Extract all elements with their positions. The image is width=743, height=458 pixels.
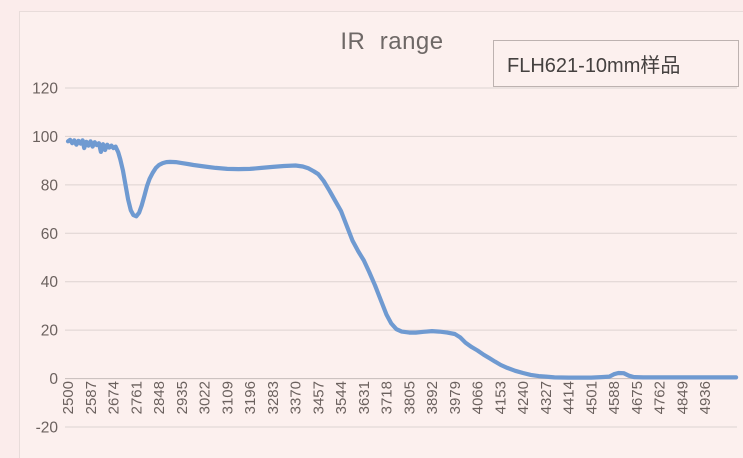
x-tick-label: 4588 xyxy=(606,381,623,414)
x-tick-label: 3979 xyxy=(447,381,464,414)
x-axis-labels: 2500 2587 2674 2761 2848 2935 3022 3109 3196 3283… xyxy=(60,381,714,414)
x-tick-label: 2674 xyxy=(106,381,123,414)
y-tick-label: 0 xyxy=(49,371,58,388)
x-tick-label: 3544 xyxy=(333,381,350,414)
legend-label: FLH621-10mm样品 xyxy=(507,55,681,77)
x-tick-label: 2935 xyxy=(174,381,191,414)
chart-title: IR range xyxy=(340,28,444,55)
y-axis-labels: 120 100 80 60 40 20 0 -20 xyxy=(32,81,58,437)
x-tick-label: 4849 xyxy=(674,381,691,414)
x-tick-label: 4153 xyxy=(492,381,509,414)
x-tick-label: 2587 xyxy=(83,381,100,414)
data-series-polyline xyxy=(65,137,739,380)
x-tick-label: 4936 xyxy=(697,381,714,414)
x-tick-label: 3457 xyxy=(310,381,327,414)
y-tick-label: 60 xyxy=(41,226,59,243)
x-tick-label: 4414 xyxy=(561,381,578,414)
x-tick-label: 3805 xyxy=(401,381,418,414)
x-tick-label: 4240 xyxy=(515,381,532,414)
y-tick-label: 80 xyxy=(41,177,59,194)
x-tick-label: 4066 xyxy=(470,381,487,414)
x-tick-label: 3109 xyxy=(219,381,236,414)
x-tick-label: 4501 xyxy=(583,381,600,414)
x-tick-label: 3718 xyxy=(379,381,396,414)
series-line xyxy=(65,137,739,380)
x-tick-label: 4327 xyxy=(538,381,555,414)
y-tick-label: 40 xyxy=(41,274,59,291)
x-tick-label: 3892 xyxy=(424,381,441,414)
y-tick-label: 120 xyxy=(32,81,58,98)
x-tick-label: 4675 xyxy=(629,381,646,414)
x-tick-label: 3631 xyxy=(356,381,373,414)
y-tick-label: -20 xyxy=(36,420,59,437)
x-tick-label: 4762 xyxy=(652,381,669,414)
x-tick-label: 2761 xyxy=(128,381,145,414)
y-tick-label: 100 xyxy=(32,129,58,146)
y-tick-label: 20 xyxy=(41,323,59,340)
x-tick-label: 3370 xyxy=(288,381,305,414)
x-tick-label: 3196 xyxy=(242,381,259,414)
x-tick-label: 3283 xyxy=(265,381,282,414)
x-tick-label: 2848 xyxy=(151,381,168,414)
x-tick-label: 3022 xyxy=(197,381,214,414)
legend-box: FLH621-10mm样品 xyxy=(493,40,739,87)
x-tick-label: 2500 xyxy=(60,381,77,414)
